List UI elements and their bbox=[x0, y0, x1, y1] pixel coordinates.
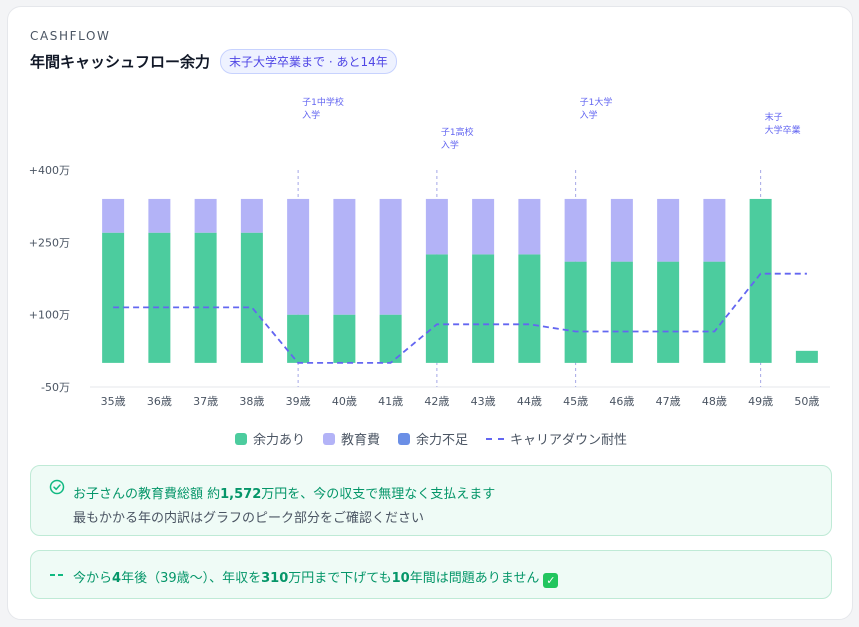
education-bar bbox=[564, 198, 587, 262]
surplus-bar bbox=[240, 232, 263, 363]
x-tick-label: 38歳 bbox=[239, 395, 264, 408]
surplus-bar bbox=[148, 232, 171, 363]
title-row: 年間キャッシュフロー余力 末子大学卒業まで · あと14年 bbox=[30, 49, 397, 74]
education-bar bbox=[703, 198, 726, 262]
y-tick-label: -50万 bbox=[41, 381, 70, 394]
surplus-bar bbox=[333, 314, 356, 363]
surplus-bar bbox=[795, 350, 818, 363]
education-summary-box: お子さんの教育費総額 約1,572万円を、今の収支で無理なく支払えます 最もかか… bbox=[30, 465, 832, 536]
summary-amount: 1,572 bbox=[220, 487, 262, 502]
legend-label-resilience: キャリアダウン耐性 bbox=[510, 433, 628, 448]
y-tick-label: +250万 bbox=[29, 236, 70, 249]
x-tick-label: 39歳 bbox=[286, 395, 311, 408]
chart-legend: 余力あり 教育費 余力不足 キャリアダウン耐性 bbox=[8, 429, 854, 448]
check-mark-icon: ✓ bbox=[543, 573, 559, 588]
education-swatch-icon bbox=[322, 432, 335, 445]
surplus-bar bbox=[472, 254, 495, 363]
career-p4: 年間は問題ありません bbox=[409, 571, 540, 586]
education-bar bbox=[657, 198, 680, 262]
surplus-bar bbox=[703, 261, 726, 363]
career-p1: 今から bbox=[73, 571, 113, 586]
x-tick-label: 43歳 bbox=[471, 395, 496, 408]
surplus-bar bbox=[564, 261, 587, 363]
milestone-label: 大学卒業 bbox=[765, 124, 801, 136]
check-circle-icon bbox=[49, 479, 65, 499]
legend-item-resilience: キャリアダウン耐性 bbox=[486, 429, 627, 448]
education-bar bbox=[425, 198, 448, 255]
x-tick-label: 50歳 bbox=[794, 395, 819, 408]
x-tick-label: 41歳 bbox=[378, 395, 403, 408]
y-tick-label: +100万 bbox=[29, 309, 70, 322]
legend-item-shortfall: 余力不足 bbox=[398, 429, 468, 448]
x-tick-label: 49歳 bbox=[748, 395, 773, 408]
milestone-label: 子1中学校 bbox=[302, 96, 344, 108]
summary-suffix: 万円を、今の収支で無理なく支払えます bbox=[261, 487, 496, 502]
education-bar bbox=[518, 198, 541, 255]
summary-prefix: お子さんの教育費総額 約 bbox=[73, 487, 221, 502]
milestone-label: 子1高校 bbox=[441, 126, 474, 138]
legend-item-education: 教育費 bbox=[322, 429, 380, 448]
page-title: 年間キャッシュフロー余力 bbox=[30, 53, 211, 71]
education-bar bbox=[333, 198, 356, 315]
x-tick-label: 44歳 bbox=[517, 395, 542, 408]
milestone-label: 入学 bbox=[580, 109, 598, 121]
surplus-bar bbox=[657, 261, 680, 363]
surplus-bar bbox=[287, 314, 310, 363]
career-resilience-line bbox=[113, 272, 807, 364]
education-bar bbox=[148, 198, 171, 233]
career-span: 10 bbox=[391, 571, 410, 586]
surplus-bar bbox=[610, 261, 633, 363]
education-summary-text: お子さんの教育費総額 約1,572万円を、今の収支で無理なく支払えます bbox=[73, 483, 495, 502]
legend-label-education: 教育費 bbox=[340, 433, 380, 448]
career-resilience-box: 今から4年後（39歳〜）、年収を310万円まで下げても10年間は問題ありません ✓ bbox=[30, 550, 832, 599]
x-tick-label: 48歳 bbox=[702, 395, 727, 408]
x-tick-label: 45歳 bbox=[563, 395, 588, 408]
education-bar bbox=[379, 198, 402, 315]
x-tick-label: 42歳 bbox=[424, 395, 449, 408]
surplus-bar bbox=[102, 232, 125, 363]
x-tick-label: 35歳 bbox=[101, 395, 126, 408]
surplus-bar bbox=[425, 254, 448, 363]
dashed-line-swatch-icon bbox=[486, 437, 505, 440]
legend-label-surplus: 余力あり bbox=[252, 433, 305, 448]
dashed-line-icon bbox=[49, 567, 65, 587]
education-bar bbox=[194, 198, 217, 233]
surplus-bar bbox=[194, 232, 217, 363]
career-years: 4 bbox=[112, 571, 122, 586]
career-resilience-text: 今から4年後（39歳〜）、年収を310万円まで下げても10年間は問題ありません ✓ bbox=[73, 567, 559, 588]
x-tick-label: 46歳 bbox=[609, 395, 634, 408]
surplus-swatch-icon bbox=[234, 432, 247, 445]
education-bar bbox=[610, 198, 633, 262]
milestone-label: 入学 bbox=[441, 139, 459, 151]
shortfall-swatch-icon bbox=[398, 432, 410, 445]
legend-label-shortfall: 余力不足 bbox=[416, 433, 469, 448]
career-amount: 310 bbox=[261, 571, 289, 586]
career-p3: 万円まで下げても bbox=[288, 571, 392, 586]
x-tick-label: 40歳 bbox=[332, 395, 357, 408]
milestone-label: 子1大学 bbox=[580, 96, 613, 108]
education-bar bbox=[240, 198, 263, 233]
education-bar bbox=[287, 198, 310, 315]
surplus-bar bbox=[749, 198, 772, 363]
legend-item-surplus: 余力あり bbox=[234, 429, 305, 448]
surplus-bar bbox=[518, 254, 541, 363]
surplus-bar bbox=[379, 314, 402, 363]
education-summary-subtext: 最もかかる年の内訳はグラフのピーク部分をご確認ください bbox=[73, 511, 425, 526]
education-bar bbox=[102, 198, 125, 233]
remaining-years-badge: 末子大学卒業まで · あと14年 bbox=[220, 49, 397, 74]
section-eyebrow: CASHFLOW bbox=[30, 29, 111, 43]
cashflow-card: CASHFLOW 年間キャッシュフロー余力 末子大学卒業まで · あと14年 +… bbox=[7, 6, 853, 620]
x-tick-label: 47歳 bbox=[656, 395, 681, 408]
milestone-label: 入学 bbox=[302, 109, 320, 121]
x-tick-label: 37歳 bbox=[193, 395, 218, 408]
career-p2: 年後（39歳〜）、年収を bbox=[121, 571, 262, 586]
education-bar bbox=[472, 198, 495, 255]
milestone-label: 末子 bbox=[765, 111, 783, 123]
y-tick-label: +400万 bbox=[29, 164, 70, 177]
x-tick-label: 36歳 bbox=[147, 395, 172, 408]
